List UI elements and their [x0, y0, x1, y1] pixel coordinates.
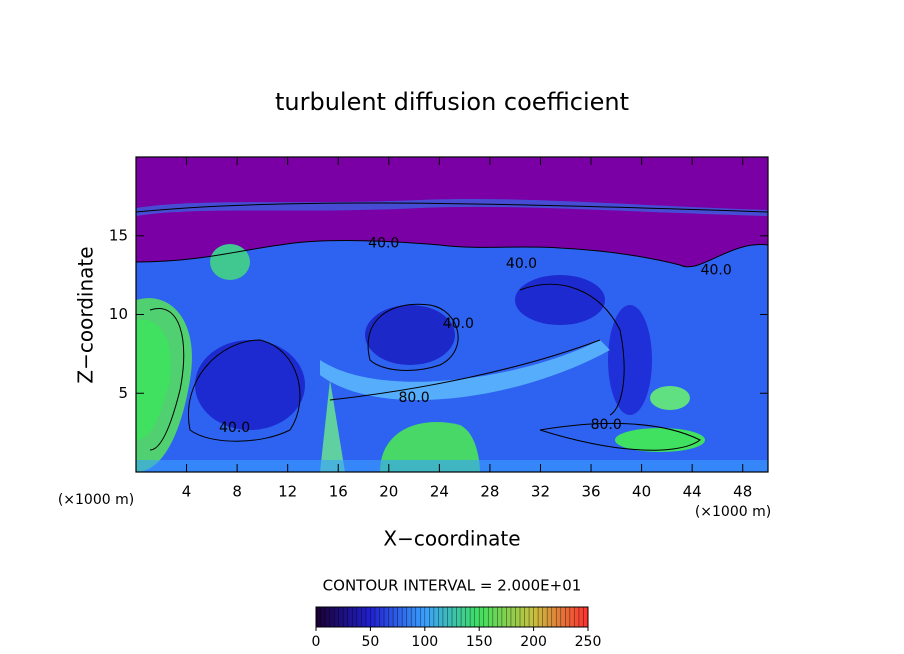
x-tick-label: 16: [329, 483, 348, 501]
colorbar-tick-label: 0: [312, 634, 321, 650]
x-unit-label: (×1000 m): [58, 492, 134, 508]
y-tick-label: 10: [109, 305, 128, 323]
x-tick-label: 48: [733, 483, 752, 501]
colorbar-tick-label: 150: [466, 634, 493, 650]
contour-label: 40.0: [443, 316, 474, 332]
x-tick-label: 28: [480, 483, 499, 501]
x-tick-label: 40: [632, 483, 651, 501]
x-tick-label: 12: [278, 483, 297, 501]
colorbar-tick-label: 50: [361, 634, 379, 650]
contour-label: 40.0: [701, 262, 732, 278]
x-tick-label: 44: [683, 483, 702, 501]
colorbar-tick-label: 200: [520, 634, 547, 650]
chart-title: turbulent diffusion coefficient: [275, 88, 629, 116]
x-unit-label: (×1000 m): [695, 504, 771, 520]
y-tick-label: 5: [118, 384, 128, 402]
contour-label: 40.0: [219, 420, 250, 436]
field: [136, 157, 768, 472]
y-axis-label: Z−coordinate: [74, 246, 98, 383]
contour-label: 40.0: [368, 236, 399, 252]
x-tick-label: 4: [182, 483, 192, 501]
x-tick-label: 20: [379, 483, 398, 501]
x-tick-label: 8: [232, 483, 242, 501]
contour-label: 80.0: [398, 390, 429, 406]
x-tick-label: 32: [531, 483, 550, 501]
x-tick-label: 24: [430, 483, 449, 501]
x-axis-label: X−coordinate: [383, 527, 520, 551]
contour-interval: CONTOUR INTERVAL = 2.000E+01: [323, 577, 582, 595]
x-tick-label: 36: [581, 483, 600, 501]
colorbar-tick-label: 250: [575, 634, 602, 650]
contour-labels: 40.0 40.0 40.0 40.0 80.0 80.0 40.0: [219, 236, 732, 436]
y-tick-label: 15: [109, 226, 128, 244]
colorbar-tick-label: 100: [411, 634, 438, 650]
contour-label: 40.0: [506, 256, 537, 272]
contour-label: 80.0: [591, 417, 622, 433]
